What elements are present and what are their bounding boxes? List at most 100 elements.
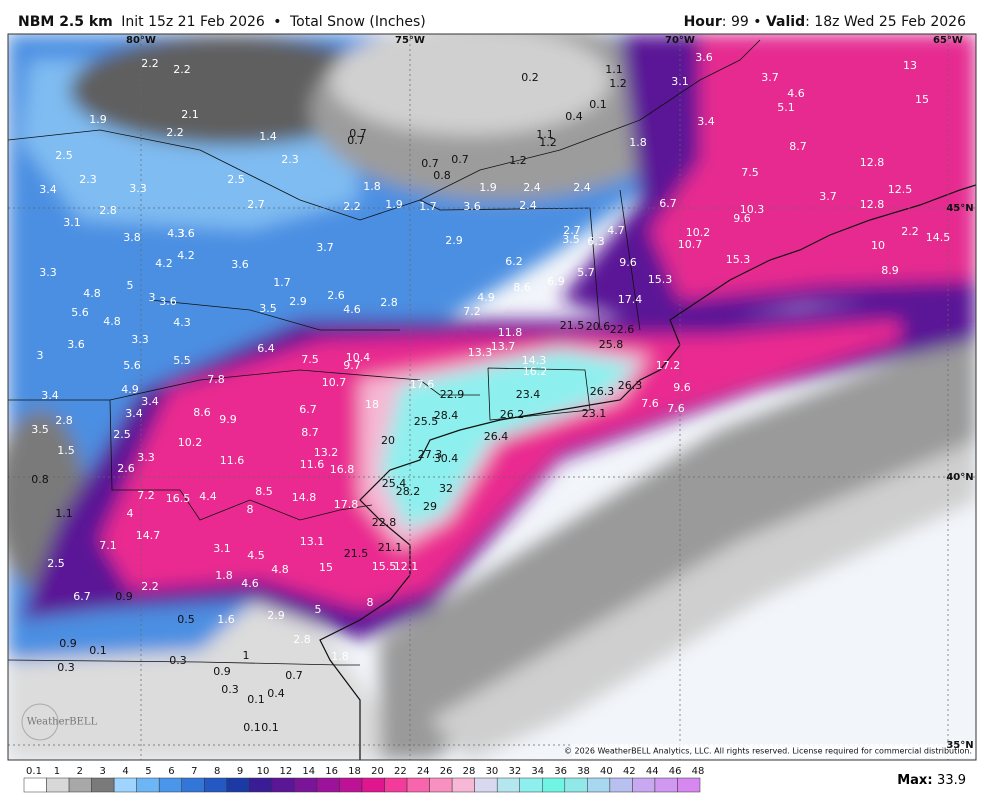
colorbar: 0.1 1 2 3 4 5 6 7 8 9 10 12 14 16 18 20 22 24 26 28 30 32 34 36… xyxy=(23,766,704,793)
colorbar-label: 1 xyxy=(54,766,60,777)
snow-total: 28.4 xyxy=(434,409,459,422)
snow-total: 2.8 xyxy=(293,633,311,646)
snow-total: 0.3 xyxy=(57,661,75,674)
snow-total: 2.2 xyxy=(173,63,191,76)
coastline xyxy=(8,39,976,760)
snow-total: 2.8 xyxy=(55,414,73,427)
snow-total: 9.6 xyxy=(673,381,691,394)
parallel-label: 40°N xyxy=(946,472,973,483)
snow-total: 6.7 xyxy=(659,197,677,210)
snow-total: 32 xyxy=(439,482,453,495)
snow-total: 5.1 xyxy=(777,101,795,114)
snow-total: 3.3 xyxy=(129,182,147,195)
snow-total: 1.8 xyxy=(215,569,233,582)
colorbar-label: 42 xyxy=(623,766,636,777)
snow-total: 21.1 xyxy=(378,541,403,554)
snow-total: 12.8 xyxy=(860,156,885,169)
snow-total: 2.4 xyxy=(519,199,537,212)
snow-total: 8.7 xyxy=(301,426,319,439)
snow-total: 3.6 xyxy=(159,295,177,308)
colorbar-cell xyxy=(23,777,47,793)
snow-total: 8.6 xyxy=(513,281,531,294)
snow-total: 3.4 xyxy=(125,407,143,420)
colorbar-cell xyxy=(249,777,273,793)
snow-total: 26.3 xyxy=(618,379,643,392)
snow-total: 10.7 xyxy=(322,376,347,389)
snow-total: 14.5 xyxy=(926,231,951,244)
map-field: 2.2 2.21.92.22.11.4 0.70.72.32.52.33.33.42… xyxy=(8,34,976,760)
snow-total: 8 xyxy=(367,596,374,609)
meridian-label: 80°W xyxy=(126,35,156,46)
snow-total: 0.4 xyxy=(267,687,285,700)
snow-total: 2.6 xyxy=(327,289,345,302)
product: Total Snow (Inches) xyxy=(289,14,426,30)
copyright-bg xyxy=(572,744,976,758)
snow-total: 2.5 xyxy=(55,149,73,162)
snow-total: 3.6 xyxy=(463,200,481,213)
separator: • xyxy=(753,14,761,30)
snow-total: 4.9 xyxy=(477,291,495,304)
snow-total: 3.4 xyxy=(141,395,159,408)
snow-total: 16.5 xyxy=(166,492,191,505)
snow-total: 4.4 xyxy=(199,490,217,503)
snow-total: 4.3 xyxy=(167,227,185,240)
snow-total: 16.2 xyxy=(523,365,548,378)
snow-total: 4 xyxy=(127,507,134,520)
colorbar-cell xyxy=(339,777,363,793)
snow-total: 5.7 xyxy=(577,266,595,279)
map-frame xyxy=(7,33,977,761)
snow-total: 1.2 xyxy=(509,154,527,167)
snow-total: 3.1 xyxy=(671,75,689,88)
snow-total: 3.6 xyxy=(67,338,85,351)
logo: WeatherBELL xyxy=(27,717,98,728)
snow-total: 2.2 xyxy=(343,200,361,213)
snow-total: 2.2 xyxy=(141,580,159,593)
snow-total: 2.3 xyxy=(79,173,97,186)
snow-total: 10.3 xyxy=(740,203,765,216)
colorbar-cell xyxy=(654,777,678,793)
colorbar-label: 18 xyxy=(348,766,361,777)
snow-total: 2.1 xyxy=(181,108,199,121)
snow-total: 4.6 xyxy=(343,303,361,316)
colorbar-label: 4 xyxy=(122,766,128,777)
snow-total: 0.8 xyxy=(433,169,451,182)
snow-total: 0.1 xyxy=(247,693,265,706)
snow-total: 0.7 xyxy=(349,127,367,140)
snow-total: 13 xyxy=(903,59,917,72)
colorbar-label: 5 xyxy=(145,766,151,777)
snow-total: 3.3 xyxy=(39,266,57,279)
colorbar-cell xyxy=(46,777,70,793)
snow-total: 4.2 xyxy=(177,249,195,262)
snow-total: 11.6 xyxy=(220,454,245,467)
snow-total: 0.8 xyxy=(31,473,49,486)
snow-total: 1.6 xyxy=(217,613,235,626)
snow-total: 23.4 xyxy=(516,388,541,401)
snow-total: 0.5 xyxy=(177,613,195,626)
colorbar-cell xyxy=(609,777,633,793)
colorbar-cell xyxy=(113,777,137,793)
snow-total: 17.8 xyxy=(334,498,359,511)
snow-total: 3.5 xyxy=(31,423,49,436)
snow-total: 10.2 xyxy=(686,226,711,239)
snow-total: 25.5 xyxy=(414,415,439,428)
snow-total: 6.7 xyxy=(73,590,91,603)
snow-total: 26.3 xyxy=(590,385,615,398)
snow-total: 1.9 xyxy=(479,181,497,194)
snow-total: 20.6 xyxy=(586,320,611,333)
snow-total: 20 xyxy=(381,434,395,447)
snow-total: 22.8 xyxy=(372,516,397,529)
snow-total: 3.7 xyxy=(819,190,837,203)
snow-total: 7.2 xyxy=(137,489,155,502)
snow-total: 13.2 xyxy=(314,446,339,459)
snow-total: 10 xyxy=(871,239,885,252)
header-right: Hour: 99 • Valid: 18z Wed 25 Feb 2026 xyxy=(684,14,967,30)
snow-total: 4.2 xyxy=(155,257,173,270)
snow-total: 1.9 xyxy=(89,113,107,126)
meridian-label: 65°W xyxy=(933,35,963,46)
snow-total: 3.6 xyxy=(177,227,195,240)
snow-total: 3.1 xyxy=(213,542,231,555)
snow-total: 5.5 xyxy=(173,354,191,367)
snow-total: 3.6 xyxy=(231,258,249,271)
max-label: Max xyxy=(897,773,928,788)
